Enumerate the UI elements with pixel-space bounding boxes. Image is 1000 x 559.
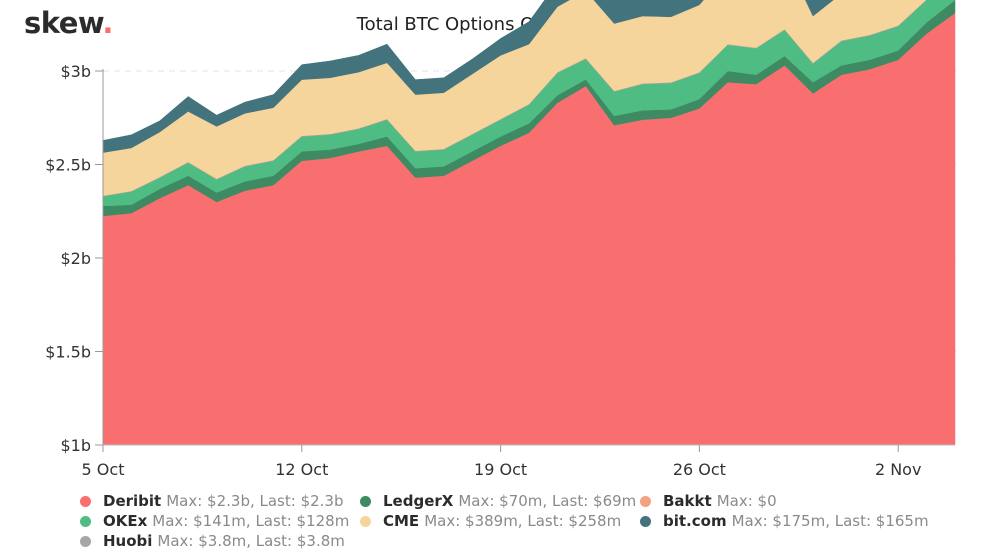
area-bit-com xyxy=(102,0,834,153)
legend-series-name: LedgerX xyxy=(383,492,454,510)
skew-logo: skew. xyxy=(24,6,113,40)
legend-marker-icon xyxy=(80,535,91,547)
x-tick-label: 26 Oct xyxy=(673,460,726,479)
legend-marker-icon xyxy=(360,515,371,527)
legend-item-okex[interactable]: OKEx Max: $141m, Last: $128m xyxy=(80,512,349,530)
y-tick-label: $2.5b xyxy=(45,156,91,175)
y-tick-label: $1.5b xyxy=(45,343,91,362)
y-tick-label: $2b xyxy=(60,249,91,268)
legend-marker-icon xyxy=(80,515,91,527)
legend-marker-icon xyxy=(640,495,651,507)
legend-series-stats: Max: $2.3b, Last: $2.3b xyxy=(166,492,344,510)
x-tick-label: 12 Oct xyxy=(275,460,328,479)
legend-series-name: Deribit xyxy=(103,492,162,510)
legend-series-name: OKEx xyxy=(103,512,148,530)
x-tick-label: 5 Oct xyxy=(82,460,125,479)
legend-item-bakkt[interactable]: Bakkt Max: $0 xyxy=(640,492,777,510)
legend-series-name: bit.com xyxy=(663,512,727,530)
legend-item-huobi[interactable]: Huobi Max: $3.8m, Last: $3.8m xyxy=(80,532,345,550)
legend-series-name: CME xyxy=(383,512,420,530)
logo-text: skew xyxy=(24,6,103,40)
legend-series-stats: Max: $389m, Last: $258m xyxy=(424,512,622,530)
logo-dot: . xyxy=(102,6,113,40)
legend-series-name: Bakkt xyxy=(663,492,712,510)
y-tick-label: $1b xyxy=(60,436,91,455)
y-tick-label: $3b xyxy=(60,62,91,81)
legend-marker-icon xyxy=(640,515,651,527)
legend-marker-icon xyxy=(80,495,91,507)
legend-item-bit-com[interactable]: bit.com Max: $175m, Last: $165m xyxy=(640,512,929,530)
legend-item-ledgerx[interactable]: LedgerX Max: $70m, Last: $69m xyxy=(360,492,636,510)
legend-series-stats: Max: $175m, Last: $165m xyxy=(731,512,929,530)
legend-marker-icon xyxy=(360,495,371,507)
legend-series-name: Huobi xyxy=(103,532,153,550)
x-tick-label: 2 Nov xyxy=(875,460,922,479)
legend-item-deribit[interactable]: Deribit Max: $2.3b, Last: $2.3b xyxy=(80,492,344,510)
legend-series-stats: Max: $70m, Last: $69m xyxy=(458,492,637,510)
legend-series-stats: Max: $3.8m, Last: $3.8m xyxy=(157,532,345,550)
legend-series-stats: Max: $0 xyxy=(716,492,777,510)
legend-item-cme[interactable]: CME Max: $389m, Last: $258m xyxy=(360,512,621,530)
x-tick-label: 19 Oct xyxy=(474,460,527,479)
legend-series-stats: Max: $141m, Last: $128m xyxy=(152,512,350,530)
